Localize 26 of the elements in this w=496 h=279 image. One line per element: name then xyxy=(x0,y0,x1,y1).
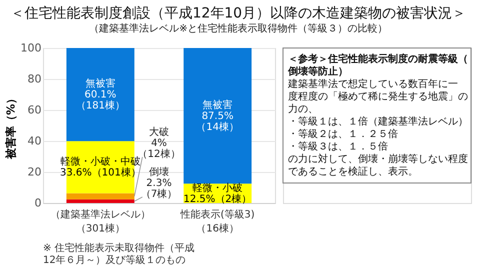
y-tick-label: 20 xyxy=(28,166,42,178)
data-label: 軽微・小破 12.5%（2棟） xyxy=(184,182,252,205)
y-axis-title: 被害率（%） xyxy=(4,92,18,160)
bar xyxy=(184,48,252,184)
y-tick-label: 80 xyxy=(28,72,42,86)
bar xyxy=(66,48,134,142)
y-tick-label: 0 xyxy=(34,196,42,210)
text: ・等級１は、１倍（建築基準法レベル） xyxy=(288,116,468,128)
bar xyxy=(66,199,134,203)
text: ・等級２は、１．２５倍 xyxy=(288,128,398,140)
y-tick-label: 40 xyxy=(28,134,42,148)
data-label: 倒壊 2.3% （7棟） xyxy=(140,166,178,200)
data-label: 無被害 87.5% （14棟） xyxy=(196,98,239,133)
bar xyxy=(66,193,134,200)
text: ・等級３は、１．５倍 xyxy=(288,140,388,152)
chart-title: ＜住宅性能表制度創設（平成12年10月）以降の木造建築物の被害状況＞ xyxy=(10,6,466,22)
chart-subtitle: （建築基準法レベル※と住宅性能表示取得物件（等級３）の比較） xyxy=(89,22,388,34)
x-tick-label: 性能表示(等級3)（16棟） xyxy=(180,208,255,234)
text: ※ 住宅性能表示未取得物件（平成12年６月～）及び等級１のもの xyxy=(43,242,195,266)
text: ＜参考＞住宅性能表示制度の耐震等級（倒壊等防止） xyxy=(287,53,468,78)
text: 建築基準法で想定している数百年に一度程度の「極めて稀に発生する地震」の力の、 xyxy=(287,78,468,115)
data-label: 無被害 60.1% （181棟） xyxy=(76,78,125,112)
x-tick-label: （建築基準法レベル）（301棟） xyxy=(50,208,150,234)
text: の力に対して、倒壊・崩壊等しない程度であることを検証し、表示。 xyxy=(288,153,468,178)
y-tick-label: 100 xyxy=(20,42,42,54)
y-tick-label: 60 xyxy=(28,104,42,116)
